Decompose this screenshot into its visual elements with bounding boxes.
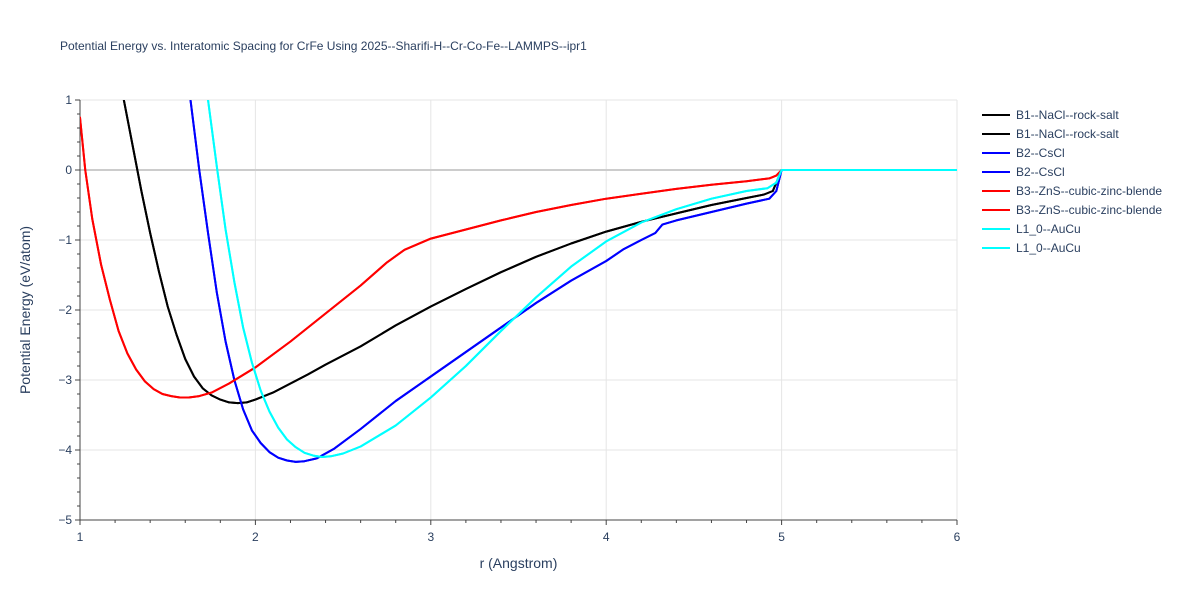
x-tick-label: 3	[427, 530, 434, 544]
legend-label: L1_0--AuCu	[1016, 241, 1081, 255]
legend-item[interactable]: B2--CsCl	[982, 165, 1065, 179]
x-tick-label: 6	[954, 530, 961, 544]
x-tick-label: 1	[77, 530, 84, 544]
y-tick-label: 1	[65, 93, 72, 107]
legend-label: B3--ZnS--cubic-zinc-blende	[1016, 184, 1162, 198]
series-line	[189, 100, 957, 463]
series-line	[80, 116, 957, 399]
legend-label: B3--ZnS--cubic-zinc-blende	[1016, 203, 1162, 217]
legend-label: B2--CsCl	[1016, 146, 1065, 160]
y-tick-label: −3	[58, 373, 72, 387]
series-line	[207, 100, 957, 458]
legend-item[interactable]: B2--CsCl	[982, 146, 1065, 160]
x-tick-label: 2	[252, 530, 259, 544]
legend-item[interactable]: B3--ZnS--cubic-zinc-blende	[982, 203, 1162, 217]
y-tick-label: −2	[58, 303, 72, 317]
legend-label: B2--CsCl	[1016, 165, 1065, 179]
x-tick-label: 5	[778, 530, 785, 544]
legend-item[interactable]: B3--ZnS--cubic-zinc-blende	[982, 184, 1162, 198]
legend[interactable]: B1--NaCl--rock-salt B1--NaCl--rock-salt B2…	[982, 108, 1162, 255]
chart-title: Potential Energy vs. Interatomic Spacing…	[60, 39, 587, 53]
plot-area: 1 2 3 4 5 6 1 0 −1 −2 −3 −4 −5	[58, 93, 960, 544]
y-tick-label: −5	[58, 513, 72, 527]
y-tick-label: 0	[65, 163, 72, 177]
y-tick-label: −1	[58, 233, 72, 247]
legend-label: B1--NaCl--rock-salt	[1016, 108, 1119, 122]
legend-item[interactable]: L1_0--AuCu	[982, 222, 1081, 236]
legend-item[interactable]: B1--NaCl--rock-salt	[982, 127, 1119, 141]
y-axis-title: Potential Energy (eV/atom)	[17, 226, 33, 394]
y-tick-label: −4	[58, 443, 72, 457]
series-lines	[80, 100, 957, 463]
legend-item[interactable]: L1_0--AuCu	[982, 241, 1081, 255]
legend-label: B1--NaCl--rock-salt	[1016, 127, 1119, 141]
series-line	[122, 100, 957, 405]
legend-item[interactable]: B1--NaCl--rock-salt	[982, 108, 1119, 122]
x-tick-label: 4	[603, 530, 610, 544]
legend-label: L1_0--AuCu	[1016, 222, 1081, 236]
x-axis-title: r (Angstrom)	[480, 555, 558, 571]
